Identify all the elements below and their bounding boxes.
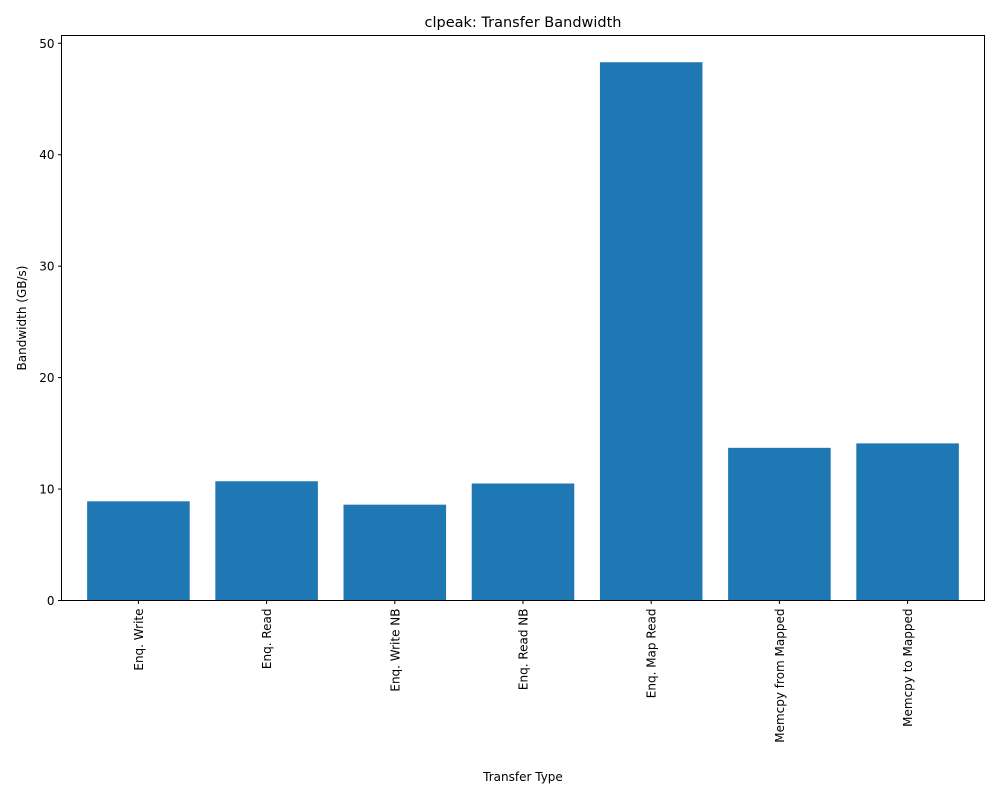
bar-0 bbox=[87, 501, 190, 601]
y-axis: 0 10 20 30 40 50 bbox=[39, 37, 62, 608]
bar-3 bbox=[471, 483, 575, 601]
y-tick-label-3: 30 bbox=[39, 260, 54, 274]
y-tick-label-5: 50 bbox=[39, 37, 54, 51]
x-tick-label-3: Enq. Read NB bbox=[517, 609, 531, 691]
x-tick-label-6: Memcpy to Mapped bbox=[901, 609, 915, 727]
x-tick-label-0: Enq. Write bbox=[132, 609, 146, 671]
x-tick-label-5: Memcpy from Mapped bbox=[773, 609, 787, 743]
x-axis-label: Transfer Type bbox=[482, 770, 563, 784]
y-tick-label-1: 10 bbox=[39, 483, 54, 497]
y-tick-label-2: 20 bbox=[39, 371, 54, 385]
bar-2 bbox=[343, 504, 447, 601]
x-tick-label-1: Enq. Read bbox=[260, 609, 274, 670]
bar-1 bbox=[215, 481, 318, 601]
x-tick-label-4: Enq. Map Read bbox=[645, 609, 659, 699]
y-axis-label: Bandwidth (GB/s) bbox=[15, 266, 29, 371]
x-axis: Enq. Write Enq. Read Enq. Write NB Enq. Rea… bbox=[132, 600, 915, 743]
bar-4 bbox=[599, 62, 703, 601]
bars-group bbox=[87, 62, 959, 601]
plot-frame bbox=[61, 35, 985, 601]
chart-title: clpeak: Transfer Bandwidth bbox=[424, 15, 621, 31]
y-tick-label-4: 40 bbox=[39, 148, 54, 162]
bar-6 bbox=[856, 443, 959, 601]
y-tick-label-0: 0 bbox=[47, 594, 55, 608]
x-tick-label-2: Enq. Write NB bbox=[388, 609, 402, 692]
bar-5 bbox=[728, 447, 831, 601]
